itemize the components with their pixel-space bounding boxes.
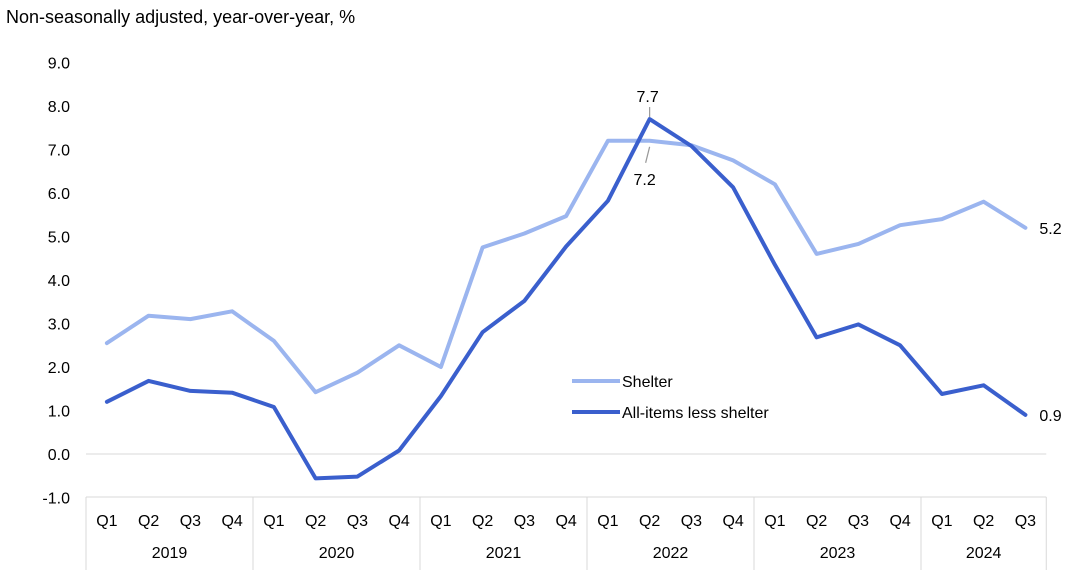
y-tick-label: 2.0	[48, 360, 70, 377]
year-label: 2021	[486, 545, 522, 562]
year-label: 2020	[319, 545, 355, 562]
x-tick-label: Q2	[472, 513, 493, 530]
chart-title: Non-seasonally adjusted, year-over-year,…	[6, 7, 356, 27]
x-tick-label: Q4	[555, 513, 576, 530]
x-tick-label: Q4	[388, 513, 409, 530]
year-label: 2022	[653, 545, 689, 562]
x-tick-label: Q2	[806, 513, 827, 530]
y-tick-label: 4.0	[48, 273, 70, 290]
year-label: 2024	[966, 545, 1002, 562]
data-label: 0.9	[1039, 408, 1061, 425]
y-tick-label: 9.0	[48, 56, 70, 73]
x-tick-label: Q3	[347, 513, 368, 530]
x-tick-label: Q2	[138, 513, 159, 530]
x-tick-label: Q1	[96, 513, 117, 530]
year-label: 2023	[820, 545, 856, 562]
x-tick-label: Q4	[221, 513, 242, 530]
x-tick-label: Q1	[263, 513, 284, 530]
data-label: 5.2	[1039, 221, 1061, 238]
x-tick-label: Q1	[597, 513, 618, 530]
x-tick-label: Q3	[180, 513, 201, 530]
data-label: 7.7	[637, 89, 659, 106]
x-tick-label: Q3	[681, 513, 702, 530]
y-tick-label: 3.0	[48, 317, 70, 334]
label-leader	[645, 146, 651, 163]
x-tick-label: Q2	[973, 513, 994, 530]
y-tick-label: -1.0	[42, 491, 70, 508]
x-tick-label: Q2	[305, 513, 326, 530]
y-tick-label: 1.0	[48, 404, 70, 421]
x-tick-label: Q1	[430, 513, 451, 530]
x-tick-label: Q3	[514, 513, 535, 530]
x-tick-label: Q1	[931, 513, 952, 530]
x-tick-label: Q4	[722, 513, 743, 530]
year-label: 2019	[152, 545, 188, 562]
y-tick-label: 6.0	[48, 186, 70, 203]
x-tick-label: Q2	[639, 513, 660, 530]
x-tick-label: Q4	[889, 513, 910, 530]
legend-label: All-items less shelter	[622, 405, 769, 422]
x-tick-label: Q3	[1015, 513, 1036, 530]
x-tick-label: Q3	[848, 513, 869, 530]
series-line-shelter	[104, 138, 1028, 395]
y-tick-label: 0.0	[48, 447, 70, 464]
y-tick-label: 8.0	[48, 99, 70, 116]
legend-label: Shelter	[622, 374, 673, 391]
x-tick-label: Q1	[764, 513, 785, 530]
y-tick-label: 5.0	[48, 230, 70, 247]
series-line-all-items-less-shelter	[104, 117, 1028, 481]
data-label: 7.2	[634, 172, 656, 189]
y-tick-label: 7.0	[48, 143, 70, 160]
